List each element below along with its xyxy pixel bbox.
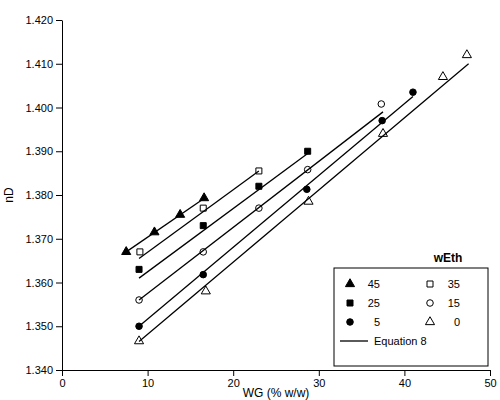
fit-line — [139, 153, 308, 278]
y-tick: 1.390 — [25, 145, 62, 157]
y-tick: 1.350 — [25, 320, 62, 332]
legend-label: 0 — [454, 316, 460, 328]
y-tick-mark — [56, 108, 62, 109]
y-tick-mark — [56, 283, 62, 284]
legend-label: Equation 8 — [374, 335, 427, 347]
point — [438, 72, 447, 80]
x-tick-label: 20 — [228, 377, 240, 389]
point — [200, 223, 206, 229]
x-tick: 20 — [228, 370, 240, 389]
x-tick: 30 — [313, 370, 325, 389]
chart: 010203040501.3401.3501.3601.3701.3801.39… — [0, 0, 500, 400]
legend-label: 35 — [448, 278, 460, 290]
legend-marker — [345, 279, 354, 287]
x-tick-mark — [319, 370, 320, 376]
point — [462, 50, 471, 58]
x-tick-mark — [62, 370, 63, 376]
y-tick-label: 1.370 — [25, 233, 53, 245]
legend-marker — [425, 317, 434, 325]
legend-item: 15 — [427, 297, 460, 309]
legend-marker — [347, 319, 354, 326]
legend-marker — [427, 281, 433, 287]
plot-area: 010203040501.3401.3501.3601.3701.3801.39… — [25, 14, 496, 389]
y-tick-mark — [56, 151, 62, 152]
point — [305, 148, 311, 154]
legend-label: 15 — [448, 297, 460, 309]
legend-marker — [427, 300, 434, 307]
legend-item: Equation 8 — [340, 335, 427, 347]
y-tick: 1.380 — [25, 189, 62, 201]
x-axis-line — [63, 370, 491, 371]
point — [136, 266, 142, 272]
legend-line — [340, 340, 368, 341]
fit-line — [126, 197, 206, 252]
x-tick: 10 — [142, 370, 154, 389]
x-tick: 50 — [484, 370, 496, 389]
x-tick-mark — [404, 370, 405, 376]
x-tick-label: 10 — [142, 377, 154, 389]
y-tick-mark — [56, 20, 62, 21]
legend-box — [334, 268, 488, 366]
point — [122, 247, 131, 255]
y-tick-label: 1.420 — [25, 14, 53, 26]
y-tick-mark — [56, 370, 62, 371]
x-tick: 0 — [59, 370, 65, 389]
x-tick-label: 40 — [399, 377, 411, 389]
y-tick: 1.370 — [25, 233, 62, 245]
y-tick-mark — [56, 239, 62, 240]
legend-title: wEth — [433, 251, 463, 265]
x-tick-label: 0 — [59, 377, 65, 389]
legend-label: 5 — [374, 316, 380, 328]
y-tick-label: 1.350 — [25, 320, 53, 332]
y-axis-title: nD — [2, 187, 16, 203]
x-tick-mark — [490, 370, 491, 376]
y-tick-label: 1.360 — [25, 277, 53, 289]
y-tick-label: 1.400 — [25, 102, 53, 114]
y-tick-mark — [56, 195, 62, 196]
y-tick-label: 1.380 — [25, 189, 53, 201]
point — [200, 193, 209, 201]
x-tick-mark — [233, 370, 234, 376]
y-tick: 1.360 — [25, 277, 62, 289]
legend-item: 5 — [347, 316, 380, 328]
y-axis-line — [62, 21, 63, 371]
x-tick: 40 — [399, 370, 411, 389]
y-tick: 1.420 — [25, 14, 62, 26]
fit-line — [139, 171, 259, 258]
y-tick: 1.340 — [25, 364, 62, 376]
point — [134, 336, 143, 344]
point — [304, 196, 313, 204]
point — [378, 101, 385, 108]
y-tick-label: 1.410 — [25, 58, 53, 70]
legend-marker — [347, 300, 353, 306]
legend-item: 35 — [427, 278, 460, 290]
x-axis-title: WG (% w/w) — [243, 386, 310, 400]
y-tick: 1.400 — [25, 102, 62, 114]
legend-item: 25 — [347, 297, 380, 309]
x-tick-label: 50 — [484, 377, 496, 389]
y-tick-label: 1.390 — [25, 145, 53, 157]
y-tick-mark — [56, 64, 62, 65]
legend-item: 45 — [345, 278, 380, 290]
y-tick: 1.410 — [25, 58, 62, 70]
x-tick-label: 30 — [313, 377, 325, 389]
y-tick-mark — [56, 326, 62, 327]
y-axis: 1.340 1.350 1.360 1.370 1.380 1.390 1.400 1.410… — [25, 14, 62, 376]
point — [410, 89, 417, 96]
legend-item: 0 — [425, 316, 460, 328]
legend-label: 45 — [368, 278, 380, 290]
legend: wEth 45 35 25 15 5 0 Equation 8 — [334, 251, 488, 366]
y-tick-label: 1.340 — [25, 364, 53, 376]
legend-label: 25 — [368, 297, 380, 309]
point — [137, 249, 143, 255]
x-tick-mark — [148, 370, 149, 376]
